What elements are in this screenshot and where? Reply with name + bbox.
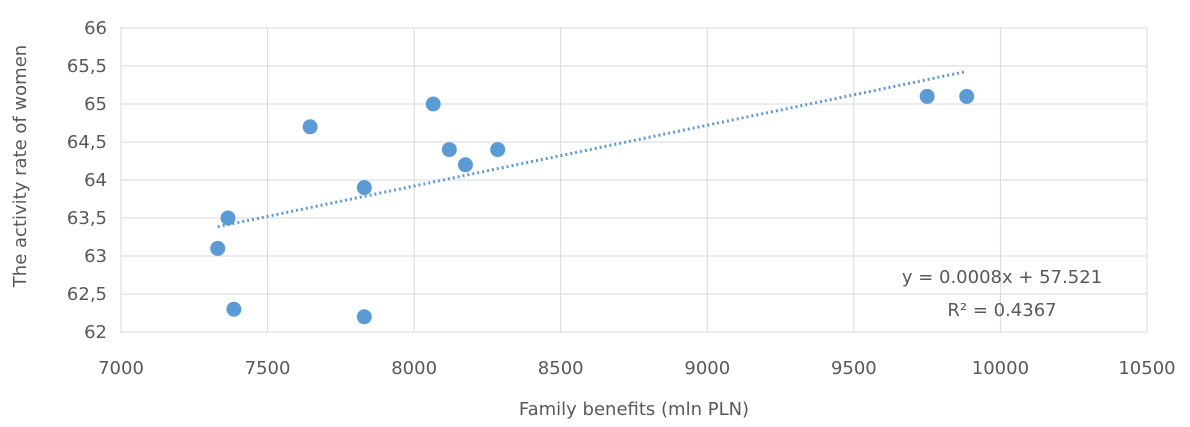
scatter-point	[425, 96, 441, 112]
scatter-point	[220, 210, 236, 226]
x-axis-title: Family benefits (mln PLN)	[519, 399, 749, 420]
x-tick-label: 7500	[245, 358, 291, 379]
x-tick-label: 9500	[831, 358, 877, 379]
y-tick-labels: 62 62,5 63 63,5 64 64,5 65 65,5 66	[67, 18, 107, 343]
scatter-point	[490, 142, 506, 158]
y-axis-title: The activity rate of women	[10, 45, 31, 288]
data-points	[210, 88, 975, 325]
trendline-equation: y = 0.0008x + 57.521	[902, 267, 1102, 288]
scatter-point	[356, 180, 372, 196]
trendline-group	[217, 69, 968, 229]
scatter-point	[919, 88, 935, 104]
y-tick-label: 62	[84, 322, 107, 343]
scatter-point	[210, 240, 226, 256]
scatter-point	[441, 142, 457, 158]
y-tick-label: 65	[84, 94, 107, 115]
x-tick-label: 10500	[1118, 358, 1175, 379]
x-tick-label: 8000	[391, 358, 437, 379]
plot-area-frame	[120, 27, 1148, 333]
trendline	[217, 69, 968, 229]
y-tick-label: 63	[84, 246, 107, 267]
x-tick-label: 7000	[98, 358, 144, 379]
y-tick-label: 66	[84, 18, 107, 39]
scatter-point	[356, 309, 372, 325]
scatter-point	[302, 119, 318, 135]
y-tick-label: 64	[84, 170, 107, 191]
scatter-point	[959, 88, 975, 104]
y-tick-label: 64,5	[67, 132, 107, 153]
y-tick-label: 65,5	[67, 56, 107, 77]
y-tick-label: 62,5	[67, 284, 107, 305]
y-tick-label: 63,5	[67, 208, 107, 229]
x-tick-labels: 7000 7500 8000 8500 9000 9500 10000 10500	[98, 358, 1176, 379]
x-tick-label: 10000	[972, 358, 1029, 379]
scatter-point	[226, 301, 242, 317]
x-tick-label: 9000	[684, 358, 730, 379]
trendline-r-squared: R² = 0.4367	[947, 300, 1056, 321]
x-tick-label: 8500	[538, 358, 584, 379]
scatter-point	[457, 157, 473, 173]
